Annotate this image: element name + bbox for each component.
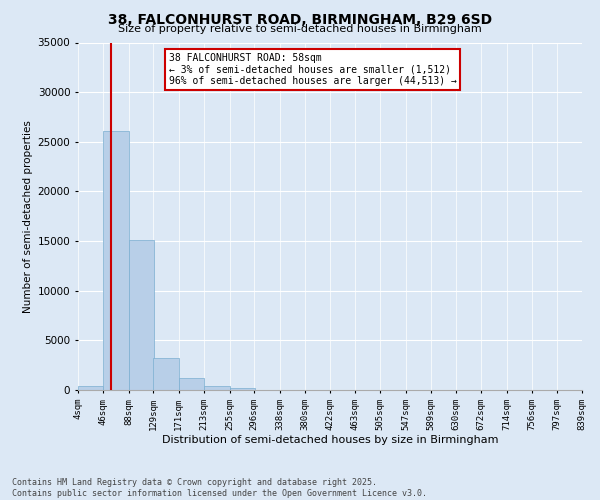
Bar xyxy=(78,386,103,390)
Text: 38 FALCONHURST ROAD: 58sqm
← 3% of semi-detached houses are smaller (1,512)
96% : 38 FALCONHURST ROAD: 58sqm ← 3% of semi-… xyxy=(169,53,457,86)
Text: Size of property relative to semi-detached houses in Birmingham: Size of property relative to semi-detach… xyxy=(118,24,482,34)
Text: 38, FALCONHURST ROAD, BIRMINGHAM, B29 6SD: 38, FALCONHURST ROAD, BIRMINGHAM, B29 6S… xyxy=(108,12,492,26)
Bar xyxy=(204,386,230,390)
Bar xyxy=(154,358,179,390)
X-axis label: Distribution of semi-detached houses by size in Birmingham: Distribution of semi-detached houses by … xyxy=(162,436,498,446)
Bar xyxy=(179,378,204,390)
Text: Contains HM Land Registry data © Crown copyright and database right 2025.
Contai: Contains HM Land Registry data © Crown c… xyxy=(12,478,427,498)
Bar xyxy=(129,240,154,390)
Bar xyxy=(103,131,129,390)
Y-axis label: Number of semi-detached properties: Number of semi-detached properties xyxy=(23,120,34,312)
Bar xyxy=(230,388,255,390)
